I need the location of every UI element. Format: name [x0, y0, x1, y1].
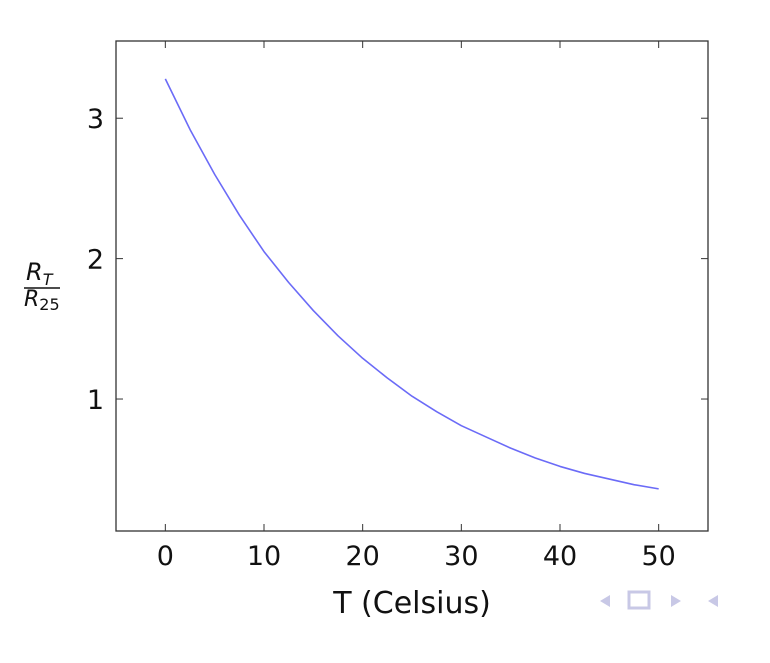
y-label-numerator: RT [26, 258, 54, 289]
plot-axes [115, 40, 709, 532]
plot-frame [115, 40, 709, 532]
y-label-numerator-sub: T [43, 270, 54, 289]
x-tick-label: 20 [345, 541, 379, 572]
x-tick-label: 30 [444, 541, 478, 572]
frame-icon[interactable] [627, 590, 651, 610]
x-tick-label: 0 [157, 541, 174, 572]
triangle-right-icon[interactable] [671, 595, 681, 607]
x-tick-label: 10 [247, 541, 281, 572]
triangle-left-icon[interactable] [600, 595, 610, 607]
x-tick-label: 50 [641, 541, 675, 572]
beamer-navigation [600, 590, 718, 610]
y-tick-label: 1 [87, 385, 104, 416]
axis-tick-labels: 0 10 20 30 40 50 1 2 3 [87, 104, 676, 572]
y-label-denominator-sub: 25 [39, 295, 59, 314]
axis-ticks [116, 41, 708, 531]
y-axis-label: RT R25 [24, 258, 60, 314]
series-line [164, 78, 659, 490]
x-tick-label: 40 [543, 541, 577, 572]
y-tick-label: 2 [87, 245, 104, 276]
triangle-left-icon[interactable] [708, 595, 718, 607]
x-axis-label: T (Celsius) [332, 586, 491, 621]
y-label-denominator: R25 [24, 287, 60, 314]
y-label-denominator-main: R [24, 287, 39, 312]
data-series [164, 78, 659, 490]
y-label-numerator-main: R [26, 258, 43, 286]
y-tick-label: 3 [87, 104, 104, 135]
